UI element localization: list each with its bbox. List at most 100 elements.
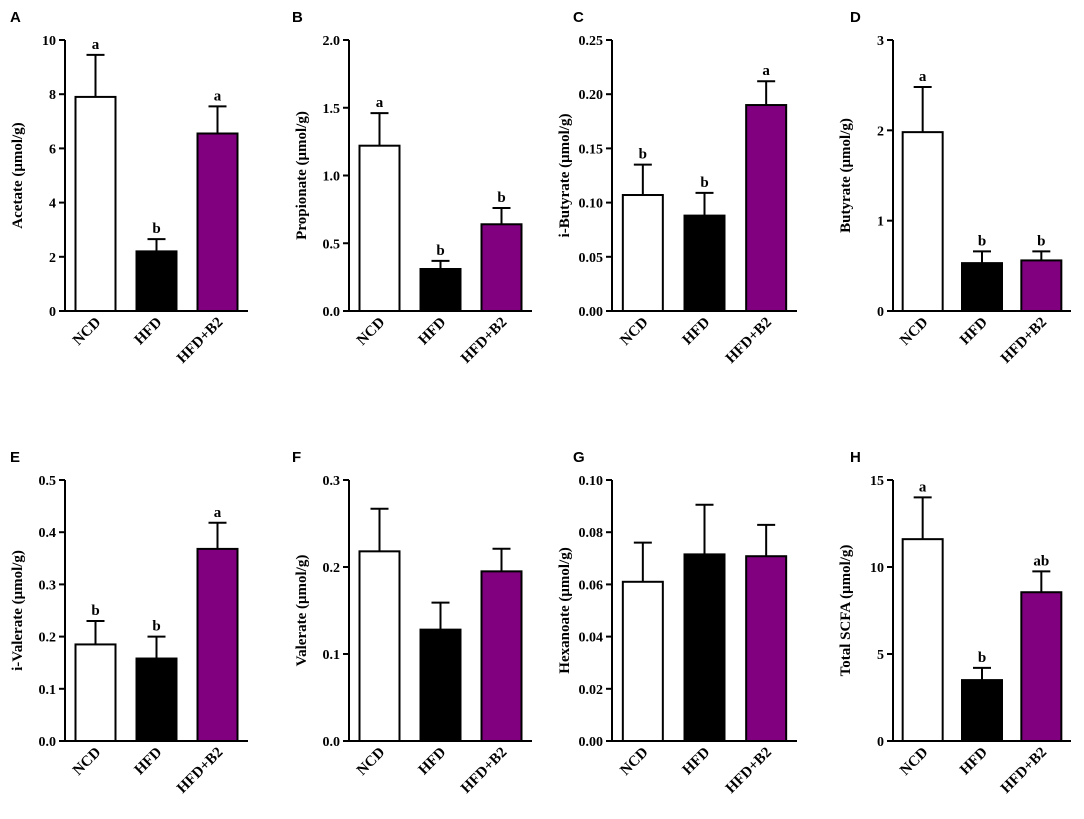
y-tick-label: 0.05 [579, 251, 604, 266]
significance-label: a [214, 505, 222, 521]
y-tick-label: 0 [49, 305, 56, 320]
bar-ncd [74, 643, 117, 742]
significance-label: b [700, 175, 708, 191]
y-tick-label: 0.15 [579, 142, 604, 157]
category-label: HFD+B2 [998, 745, 1050, 797]
y-tick-label: 0.5 [39, 474, 57, 489]
y-tick-label: 0.10 [579, 474, 604, 489]
y-tick-label: 0.06 [579, 578, 604, 593]
panel-h: H 0 5 10 15 Total SCFA (μmol/g) a NCD b HFD ab HFD+… [838, 449, 1071, 797]
significance-label: b [436, 243, 444, 259]
y-axis-label: Valerate (μmol/g) [294, 555, 310, 667]
category-label: HFD+B2 [174, 745, 226, 797]
y-tick-label: 0 [877, 305, 884, 320]
category-label: NCD [617, 744, 651, 778]
y-tick-label: 4 [49, 197, 56, 212]
category-label: HFD [957, 744, 991, 778]
significance-label: b [152, 221, 160, 237]
bar-hfd-b2 [1020, 591, 1063, 742]
bar-hfd [135, 657, 178, 742]
y-tick-label: 8 [49, 88, 56, 103]
category-label: HFD+B2 [174, 315, 226, 367]
category-label: HFD+B2 [723, 745, 775, 797]
y-tick-label: 0.20 [579, 88, 604, 103]
category-label: NCD [897, 744, 931, 778]
y-tick-label: 0.3 [323, 474, 341, 489]
significance-label: a [762, 63, 770, 79]
bar-hfd-b2 [196, 547, 239, 742]
y-tick-label: 0.10 [579, 197, 604, 212]
panel-a: A 0 2 4 6 8 10 Acetate (μmol/g) a NCD b HFD a HFD+B2 [10, 9, 248, 367]
y-axis-label: Hexanoate (μmol/g) [557, 547, 573, 673]
y-tick-label: 0.00 [579, 735, 604, 750]
panel-letter: F [292, 449, 301, 466]
panel-c: C 0.00 0.05 0.10 0.15 0.20 0.25 i-Butyrate (μmo… [557, 9, 797, 367]
y-tick-label: 2 [49, 251, 56, 266]
bar-hfd-b2 [480, 223, 523, 312]
bar-ncd [358, 144, 401, 312]
y-tick-label: 0.08 [579, 526, 604, 541]
bar-hfd-b2 [480, 570, 523, 742]
y-tick-label: 0.3 [39, 578, 57, 593]
y-tick-label: 0.5 [323, 237, 341, 252]
significance-label: a [214, 88, 222, 104]
y-tick-label: 0.0 [323, 305, 341, 320]
y-axis-label: Propionate (μmol/g) [294, 111, 310, 240]
panel-letter: B [292, 9, 303, 26]
significance-label: b [978, 650, 986, 666]
y-tick-label: 0.00 [579, 305, 604, 320]
y-tick-label: 5 [877, 648, 884, 663]
y-tick-label: 10 [870, 561, 884, 576]
category-label: NCD [354, 314, 388, 348]
y-tick-label: 0.2 [39, 631, 57, 646]
y-tick-label: 1.5 [323, 102, 341, 117]
significance-label: a [92, 37, 100, 53]
bar-hfd-b2 [745, 104, 788, 313]
significance-label: ab [1033, 553, 1049, 569]
category-label: HFD+B2 [723, 315, 775, 367]
panel-letter: H [850, 449, 861, 466]
category-label: HFD+B2 [458, 315, 510, 367]
bar-hfd [961, 262, 1003, 312]
category-label: HFD [680, 744, 714, 778]
y-axis-label: Acetate (μmol/g) [10, 122, 26, 228]
panel-letter: G [573, 449, 585, 466]
y-tick-label: 0.02 [579, 683, 604, 698]
y-tick-label: 0.25 [579, 34, 604, 49]
bar-ncd [901, 131, 944, 312]
panel-d: D 0 1 2 3 Butyrate (μmol/g) a NCD b HFD b HFD+B2 [838, 9, 1071, 367]
category-label: NCD [617, 314, 651, 348]
panel-b: B 0.0 0.5 1.0 1.5 2.0 Propionate (μmol/g) a NCD b… [292, 9, 532, 367]
y-tick-label: 2 [877, 124, 884, 139]
category-label: HFD [416, 314, 450, 348]
category-label: HFD [416, 744, 450, 778]
y-tick-label: 3 [877, 34, 884, 49]
category-label: HFD [957, 314, 991, 348]
panel-letter: D [850, 9, 861, 26]
significance-label: b [152, 619, 160, 635]
panel-e: E 0.0 0.1 0.2 0.3 0.4 0.5 i-Valerate (μmol/g) b N… [10, 449, 248, 797]
bar-hfd-b2 [1020, 259, 1063, 312]
significance-label: b [497, 190, 505, 206]
bar-hfd [419, 628, 462, 743]
significance-label: b [1037, 233, 1045, 249]
category-label: NCD [354, 744, 388, 778]
y-tick-label: 0.0 [39, 735, 57, 750]
y-tick-label: 6 [49, 142, 56, 157]
y-tick-label: 2.0 [323, 34, 341, 49]
significance-label: a [376, 95, 384, 111]
significance-label: a [919, 479, 927, 495]
bar-ncd [621, 194, 664, 312]
y-tick-label: 0.0 [323, 735, 341, 750]
category-label: HFD+B2 [458, 745, 510, 797]
y-tick-label: 0.04 [579, 631, 604, 646]
category-label: NCD [897, 314, 931, 348]
panel-letter: E [10, 449, 20, 466]
category-label: NCD [70, 314, 104, 348]
bar-hfd [683, 553, 726, 743]
bar-ncd [901, 538, 944, 742]
category-label: HFD [680, 314, 714, 348]
y-axis-label: i-Valerate (μmol/g) [10, 550, 26, 671]
y-tick-label: 0 [877, 735, 884, 750]
